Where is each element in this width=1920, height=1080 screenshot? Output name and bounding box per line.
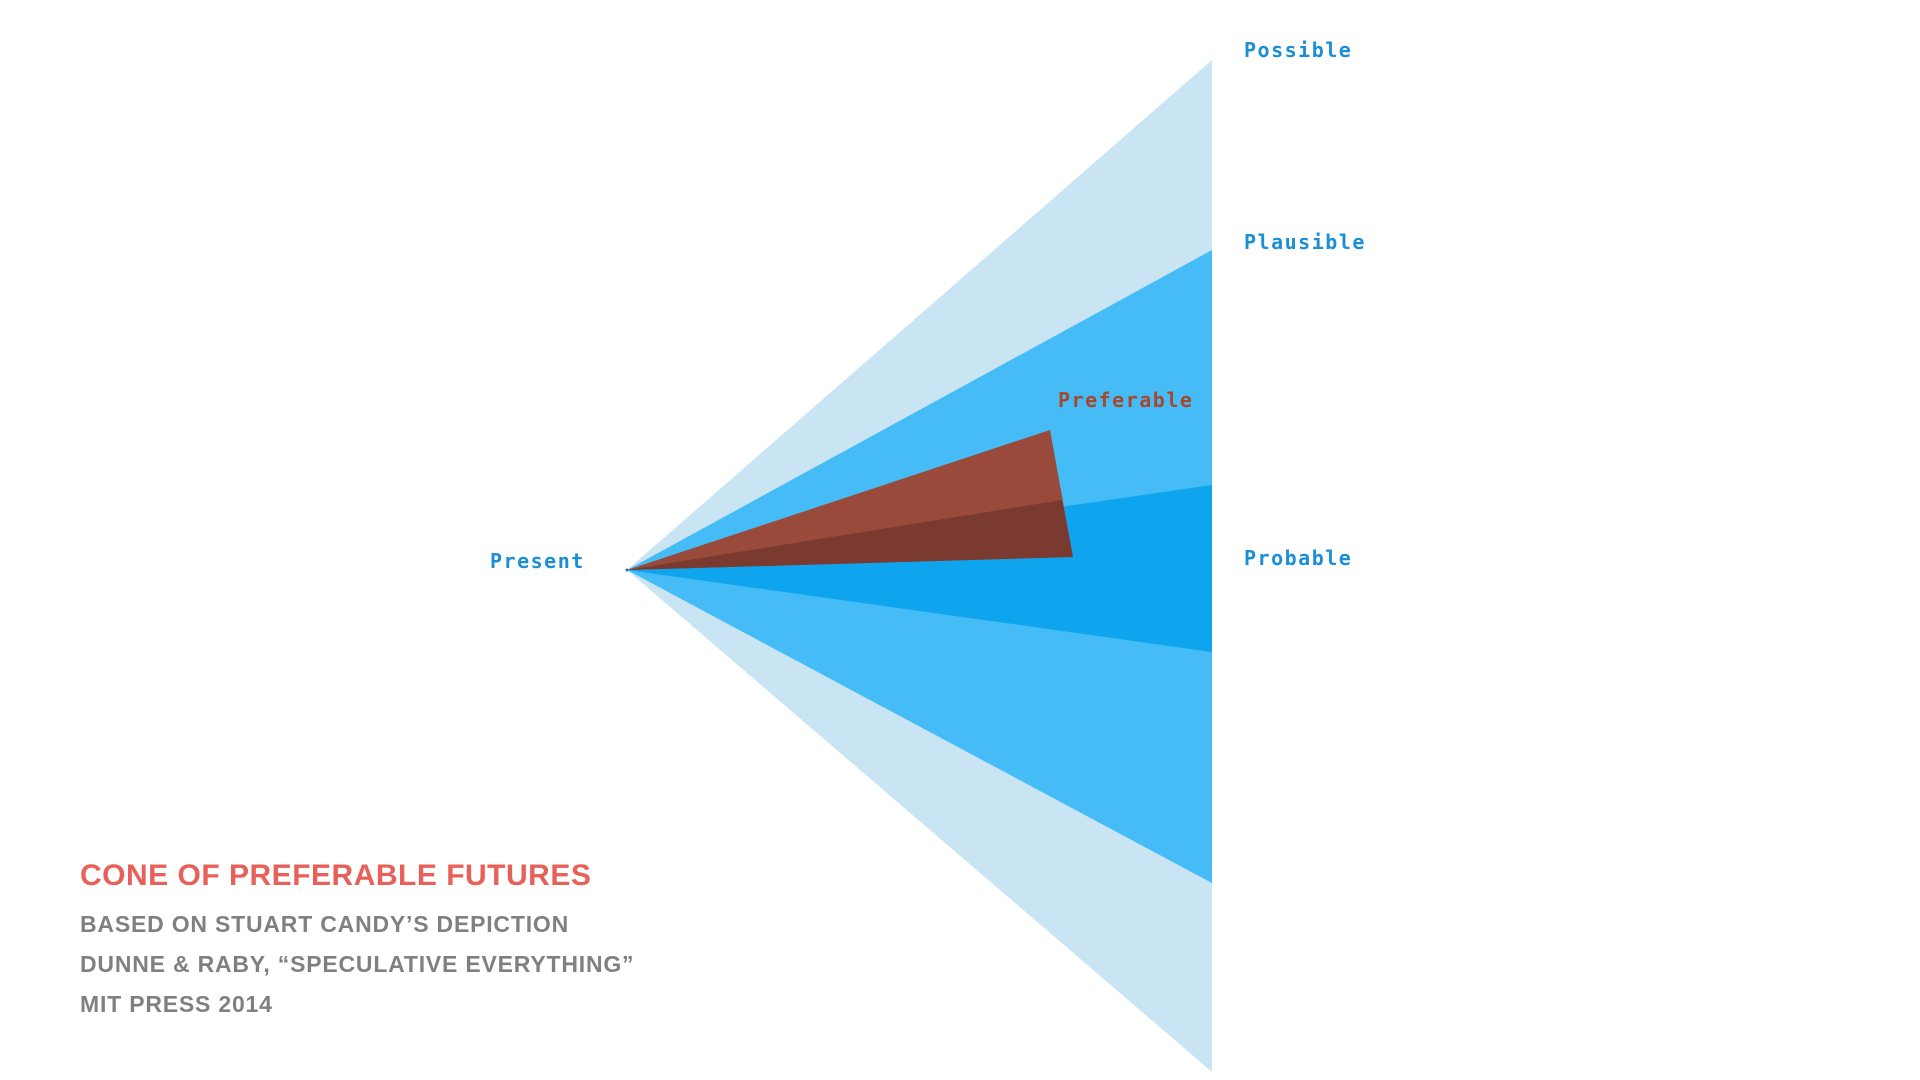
caption-line-publisher: MIT PRESS 2014 (80, 991, 273, 1017)
caption-block: CONE OF PREFERABLE FUTURES BASED ON STUA… (80, 858, 634, 1024)
present-origin-point (625, 568, 629, 572)
caption-line-source: BASED ON STUART CANDY’S DEPICTION (80, 911, 569, 937)
possible-label: Possible (1244, 38, 1353, 62)
preferable-probable-overlap (627, 500, 1073, 570)
caption-title: CONE OF PREFERABLE FUTURES (80, 859, 592, 892)
plausible-label: Plausible (1244, 230, 1366, 254)
probable-label: Probable (1244, 546, 1353, 570)
preferable-label: Preferable (1058, 388, 1194, 412)
caption-line-book: DUNNE & RABY, “SPECULATIVE EVERYTHING” (80, 951, 635, 977)
present-label: Present (490, 549, 585, 573)
